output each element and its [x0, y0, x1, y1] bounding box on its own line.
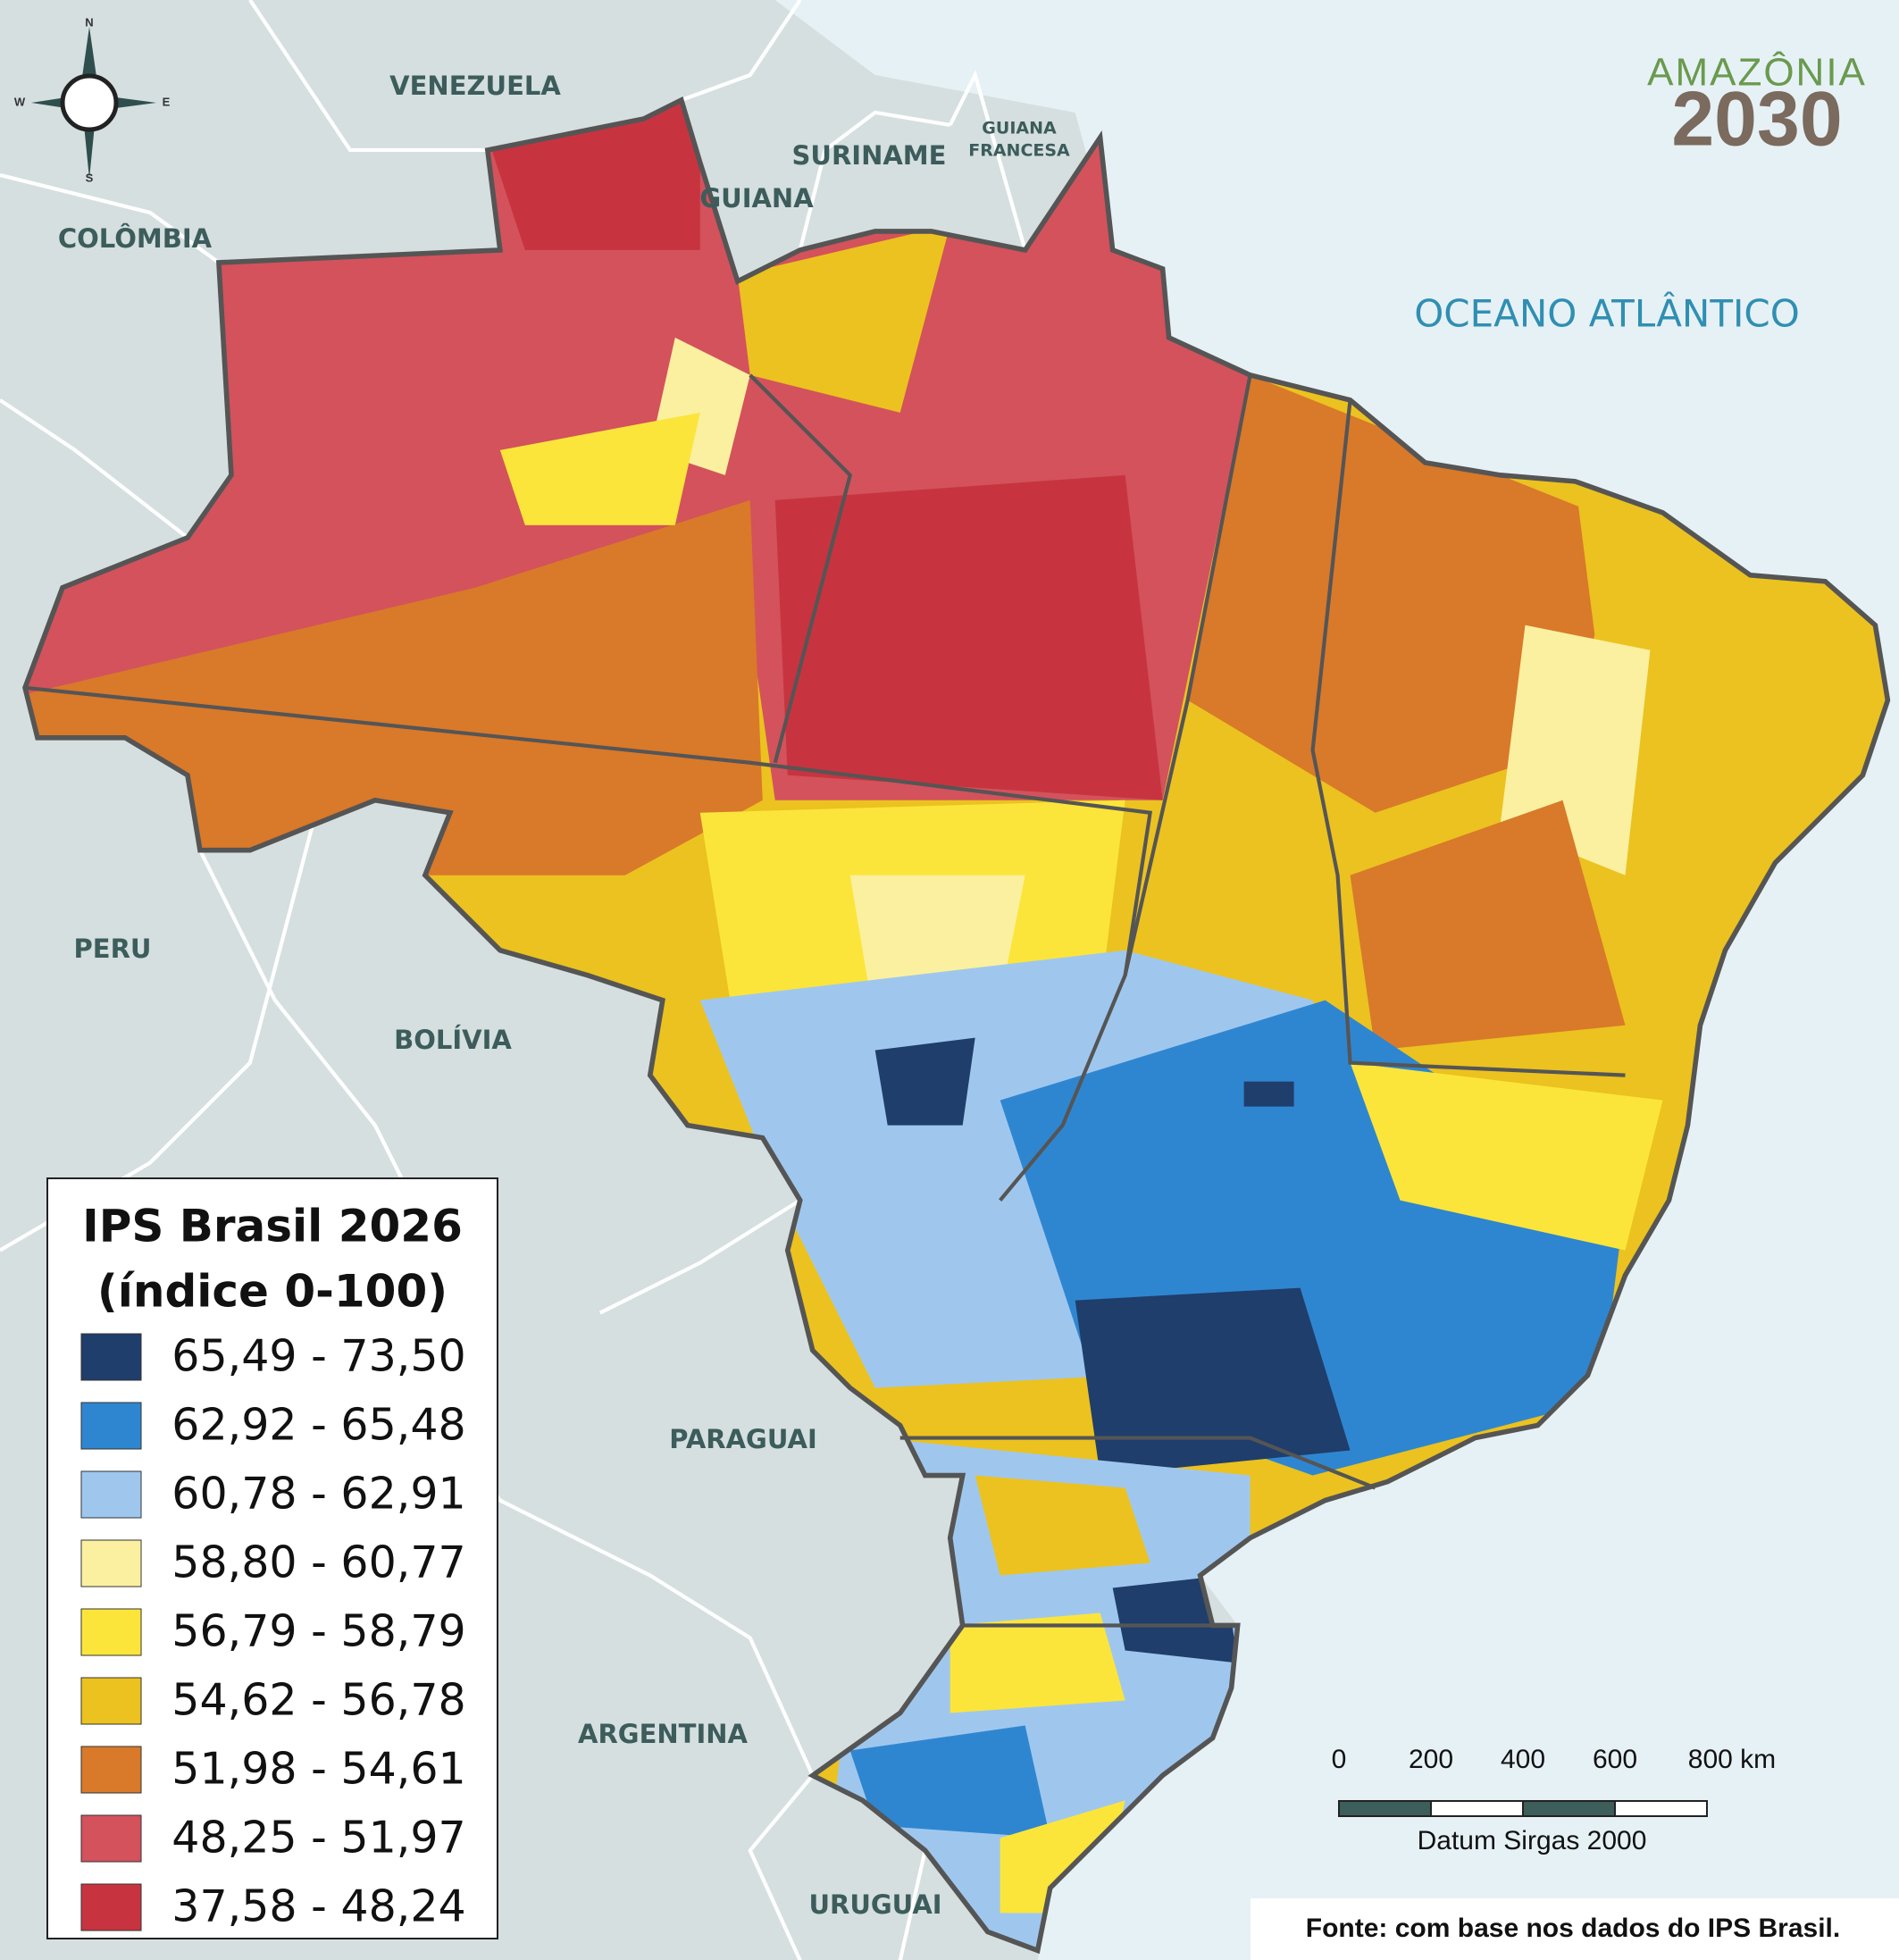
compass-w: W [14, 95, 26, 108]
source-box [1251, 1898, 1899, 1960]
legend-label: 37,58 - 48,24 [171, 1881, 465, 1932]
legend-swatch [80, 1539, 142, 1587]
logo-text: AMAZÔNIA [1647, 50, 1867, 95]
scale-label: 400 [1501, 1745, 1545, 1774]
scale-bar: 0 200 400 600 800 km Datum Sirgas 2000 [1332, 1745, 1777, 1855]
legend-swatch [80, 1677, 142, 1725]
region [849, 1725, 1050, 1839]
country-label: SURINAME [792, 140, 947, 171]
scale-label: 800 km [1688, 1745, 1776, 1774]
compass-n: N [85, 15, 93, 29]
country-label: URUGUAI [808, 1889, 941, 1920]
country-label: VENEZUELA [389, 71, 561, 101]
logo-year: 2030 [1671, 77, 1842, 163]
legend-label: 58,80 - 60,77 [171, 1537, 465, 1588]
scale-label: 600 [1593, 1745, 1637, 1774]
country-label: PARAGUAI [669, 1424, 817, 1454]
legend-label: 56,79 - 58,79 [171, 1606, 465, 1657]
region [1075, 1287, 1351, 1476]
country-label: GUIANA [982, 119, 1057, 138]
region [874, 1037, 975, 1126]
country-label: PERU [74, 934, 152, 964]
legend-label: 62,92 - 65,48 [171, 1400, 465, 1451]
region [1350, 800, 1626, 1051]
legend-label: 60,78 - 62,91 [171, 1469, 465, 1520]
state-borders [24, 373, 1626, 1628]
legend-label: 54,62 - 56,78 [171, 1675, 465, 1726]
legend-swatch [80, 1883, 142, 1931]
scale-label: 200 [1409, 1745, 1453, 1774]
country-label: BOLÍVIA [394, 1025, 512, 1055]
region [950, 1612, 1125, 1713]
country-label: GUIANA [699, 183, 814, 214]
compass-s: S [86, 171, 94, 184]
country-label: COLÔMBIA [58, 223, 213, 254]
region [975, 1475, 1150, 1576]
scale-datum: Datum Sirgas 2000 [1418, 1826, 1647, 1855]
region [774, 474, 1163, 800]
legend-swatch [80, 1402, 142, 1450]
legend-label: 48,25 - 51,97 [171, 1813, 465, 1864]
country-label: ARGENTINA [578, 1719, 749, 1749]
region [737, 224, 950, 413]
source: Fonte: com base nos dados do IPS Brasil. [1306, 1914, 1840, 1943]
legend-swatch [80, 1608, 142, 1656]
legend-swatch [80, 1470, 142, 1519]
scale-label: 0 [1332, 1745, 1347, 1774]
legend-swatch [80, 1814, 142, 1863]
ocean-label: OCEANO ATLÂNTICO [1414, 291, 1800, 336]
legend-swatch [80, 1746, 142, 1794]
compass-e: E [163, 95, 171, 108]
region [499, 412, 700, 525]
legend-swatch [80, 1333, 142, 1381]
compass: N W E S [14, 15, 171, 184]
legend-title: IPS Brasil 2026 [82, 1201, 463, 1252]
legend-title: (índice 0-100) [97, 1266, 448, 1318]
brazil-outline [22, 96, 1891, 1955]
country-label: FRANCESA [968, 141, 1070, 161]
region [1243, 1081, 1294, 1107]
legend-label: 65,49 - 73,50 [171, 1331, 465, 1382]
legend-label: 51,98 - 54,61 [171, 1744, 465, 1795]
region [1350, 1062, 1663, 1251]
legend: IPS Brasil 2026 (índice 0-100) 65,49 - 7… [46, 1177, 498, 1939]
